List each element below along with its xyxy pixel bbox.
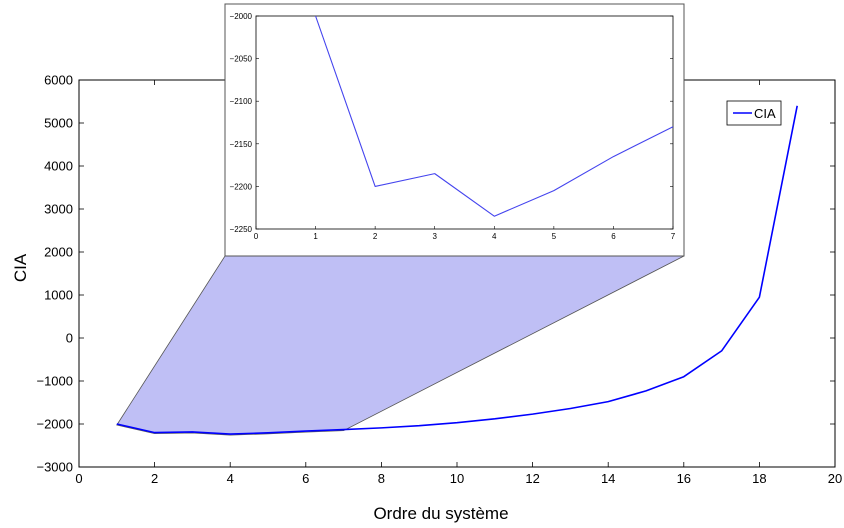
x-tick-label: 0	[75, 471, 82, 486]
x-tick-label: 6	[302, 471, 309, 486]
main-series-layer	[116, 105, 798, 435]
y-tick-label: 6000	[44, 73, 73, 88]
inset-x-tick-label: 2	[373, 232, 378, 241]
legend: CIA	[726, 100, 782, 126]
inset-x-tick-label: 5	[552, 232, 557, 241]
y-tick-label: −1000	[36, 374, 73, 389]
inset-y-tick-label: −2150	[230, 140, 253, 149]
x-tick-label: 2	[151, 471, 158, 486]
x-tick-label: 12	[525, 471, 539, 486]
inset-axis-ticks: 0 1 2 3 4 5 6 7 −2250 −2200 −2150 −2100 −2050 −2000	[230, 12, 676, 241]
inset-chart: 0 1 2 3 4 5 6 7 −2250 −2200 −2150 −2100 −2050 −2000	[224, 3, 685, 257]
x-tick-label: 14	[601, 471, 615, 486]
inset-panel	[224, 3, 685, 257]
x-tick-label: 4	[227, 471, 234, 486]
y-tick-label: 3000	[44, 202, 73, 217]
y-tick-label: 2000	[44, 245, 73, 260]
y-tick-label: 4000	[44, 159, 73, 174]
x-tick-label: 10	[450, 471, 464, 486]
main-chart: 0 2 4 6 8 10 12 14 16 18 20−3000−2000−100001000200…	[11, 73, 842, 524]
inset-x-tick-label: 3	[432, 232, 437, 241]
inset-x-tick-label: 6	[611, 232, 616, 241]
main-axis-ticks: 0 2 4 6 8 10 12 14 16 18 20−3000−2000−100001000200…	[36, 73, 842, 487]
inset-series-layer	[315, 15, 674, 217]
inset-plot-frame	[255, 15, 674, 230]
inset-x-tick-label: 0	[254, 232, 259, 241]
inset-y-tick-label: −2000	[230, 12, 253, 21]
inset-x-tick-label: 7	[671, 232, 676, 241]
legend-entry-cia: CIA	[754, 106, 776, 121]
y-axis-title: CIA	[11, 253, 30, 282]
y-tick-label: −3000	[36, 460, 73, 475]
y-tick-label: 5000	[44, 116, 73, 131]
x-axis-title: Ordre du système	[373, 504, 508, 523]
inset-y-tick-label: −2200	[230, 182, 253, 191]
inset-y-tick-label: −2100	[230, 97, 253, 106]
x-tick-label: 18	[752, 471, 766, 486]
inset-y-tick-label: −2050	[230, 55, 253, 64]
zoom-highlight-region	[116, 255, 685, 436]
x-tick-label: 20	[828, 471, 842, 486]
y-tick-label: 0	[66, 331, 73, 346]
y-tick-label: −2000	[36, 417, 73, 432]
x-tick-label: 16	[677, 471, 691, 486]
inset-y-tick-label: −2250	[230, 225, 253, 234]
inset-x-tick-label: 4	[492, 232, 497, 241]
x-tick-label: 8	[378, 471, 385, 486]
inset-x-tick-label: 1	[313, 232, 318, 241]
y-tick-label: 1000	[44, 288, 73, 303]
